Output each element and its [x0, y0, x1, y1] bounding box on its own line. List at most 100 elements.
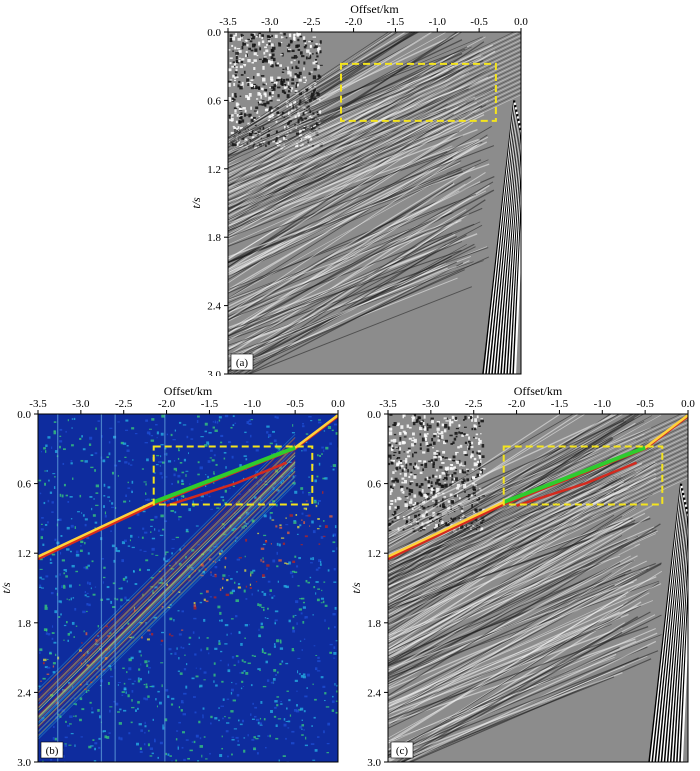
- energy-speck: [255, 449, 259, 452]
- noise-speck: [408, 493, 411, 496]
- energy-speck: [110, 530, 112, 532]
- energy-speck: [269, 512, 273, 514]
- energy-speck: [198, 720, 201, 724]
- noise-speck: [260, 137, 263, 139]
- energy-speck: [165, 552, 167, 556]
- energy-speck: [139, 622, 143, 624]
- energy-speck: [51, 637, 54, 640]
- noise-speck: [388, 443, 392, 447]
- noise-speck: [437, 524, 440, 527]
- energy-speck: [128, 658, 132, 662]
- noise-speck: [450, 499, 454, 504]
- energy-speck: [66, 548, 70, 551]
- event-stripe: [388, 512, 646, 641]
- energy-speck: [182, 731, 185, 734]
- arrival-stripe: [228, 62, 521, 203]
- energy-speck: [55, 653, 57, 657]
- energy-speck: [44, 470, 46, 472]
- noise-speck: [297, 113, 301, 118]
- energy-speck: [274, 619, 278, 622]
- energy-speck: [199, 667, 202, 670]
- event-stripe: [388, 614, 662, 752]
- noise-speck: [478, 455, 482, 459]
- energy-speck: [286, 690, 289, 692]
- noise-speck: [228, 82, 231, 87]
- noise-speck: [240, 127, 243, 130]
- noise-speck: [285, 67, 288, 71]
- noise-speck: [411, 443, 415, 447]
- energy-speck: [266, 564, 270, 567]
- noise-speck: [461, 434, 464, 437]
- energy-speck: [240, 687, 243, 690]
- noise-speck: [287, 43, 291, 46]
- noise-speck: [264, 103, 267, 107]
- energy-speck: [109, 709, 111, 713]
- energy-speck: [54, 476, 56, 478]
- energy-speck: [198, 636, 200, 639]
- noise-speck: [280, 78, 283, 83]
- noise-speck: [302, 111, 306, 116]
- energy-speck: [231, 656, 235, 659]
- noise-speck: [283, 32, 286, 36]
- noise-speck: [451, 474, 454, 478]
- energy-speck: [170, 703, 174, 706]
- energy-speck: [168, 648, 172, 651]
- noise-speck: [275, 120, 278, 123]
- energy-speck: [103, 576, 106, 579]
- energy-speck: [65, 494, 68, 497]
- x-axis-label: Offset/km: [514, 384, 563, 398]
- noise-speck: [450, 517, 452, 520]
- arrival-stripe: [388, 468, 688, 611]
- energy-speck: [89, 701, 92, 704]
- energy-speck: [257, 735, 261, 737]
- energy-speck: [52, 553, 56, 556]
- noise-speck: [269, 87, 273, 89]
- energy-speck: [63, 584, 66, 587]
- energy-speck: [187, 757, 191, 760]
- noise-speck: [424, 466, 428, 468]
- energy-speck: [335, 432, 338, 435]
- energy-speck: [138, 668, 141, 671]
- energy-speck: [171, 538, 175, 540]
- noise-speck: [232, 36, 236, 41]
- noise-speck: [286, 66, 289, 70]
- energy-speck: [326, 752, 329, 754]
- energy-speck: [197, 473, 200, 476]
- noise-speck: [405, 458, 408, 462]
- y-tick-label: 0.6: [367, 479, 381, 491]
- energy-speck: [266, 431, 269, 434]
- noise-speck: [231, 99, 234, 102]
- noise-speck: [288, 33, 292, 38]
- x-tick-label: -3.0: [261, 16, 279, 28]
- noise-speck: [422, 422, 425, 426]
- energy-speck: [223, 533, 227, 536]
- energy-speck: [272, 500, 275, 503]
- noise-speck: [277, 114, 281, 117]
- x-tick-label: -2.5: [465, 398, 483, 410]
- energy-speck: [265, 660, 268, 664]
- noise-speck: [418, 416, 422, 420]
- energy-speck: [235, 683, 238, 685]
- noise-speck: [312, 75, 317, 80]
- energy-speck: [219, 588, 222, 591]
- energy-speck: [127, 487, 131, 490]
- noise-speck: [285, 37, 288, 39]
- energy-speck: [66, 526, 70, 530]
- event-stripe: [388, 566, 650, 714]
- noise-speck: [315, 52, 318, 55]
- energy-speck: [232, 485, 235, 487]
- noise-speck: [435, 523, 439, 528]
- arrival-stripe: [388, 477, 688, 621]
- energy-speck: [202, 570, 206, 574]
- energy-speck: [68, 599, 71, 601]
- noise-speck: [235, 120, 238, 124]
- noise-speck: [421, 483, 424, 486]
- energy-speck: [277, 580, 279, 583]
- noise-speck: [393, 422, 397, 426]
- energy-speck: [160, 455, 162, 458]
- energy-speck: [273, 645, 276, 648]
- energy-speck: [40, 528, 44, 531]
- panel-b: -3.5 -3.0 -2.5 -2.0 -1.5 -1.0 -0.5 0.0 Offset/km…: [0, 378, 350, 769]
- energy-speck: [123, 500, 127, 503]
- energy-speck: [108, 648, 110, 650]
